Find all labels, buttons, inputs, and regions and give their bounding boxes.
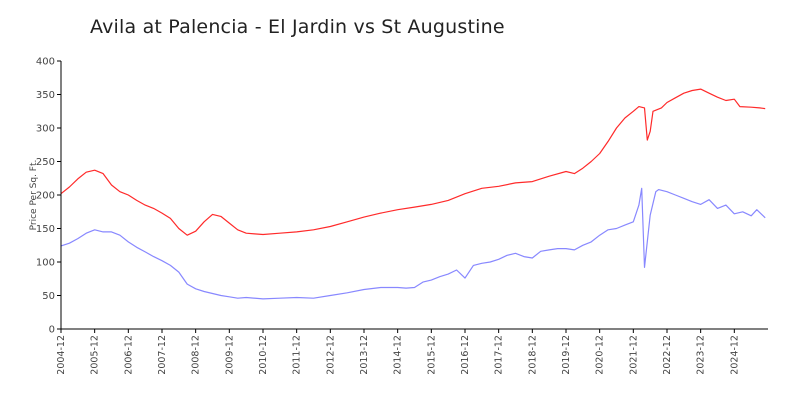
y-axis-label: Price Per Sq. Ft.: [29, 160, 39, 231]
y-tick-label: 250: [36, 157, 55, 168]
y-tick-label: 150: [36, 224, 55, 235]
y-tick-label: 400: [36, 57, 55, 68]
y-tick-label: 200: [36, 191, 55, 202]
x-tick-label: 2023-12: [696, 335, 707, 375]
y-tick-label: 100: [36, 258, 55, 269]
x-tick-label: 2004-12: [56, 335, 67, 375]
x-tick-label: 2021-12: [628, 335, 639, 375]
y-tick-label: 50: [42, 291, 55, 302]
x-tick-label: 2015-12: [426, 335, 437, 375]
series-line-1: [60, 88, 766, 236]
x-tick-label: 2019-12: [561, 335, 572, 375]
x-tick-label: 2017-12: [494, 335, 505, 375]
y-tick-label: 0: [49, 325, 55, 336]
chart-title: Avila at Palencia - El Jardin vs St Augu…: [90, 16, 505, 38]
x-tick-label: 2008-12: [191, 335, 202, 375]
x-tick-label: 2020-12: [595, 335, 606, 375]
x-tick-label: 2007-12: [157, 335, 168, 375]
x-tick-label: 2013-12: [359, 335, 370, 375]
x-tick-label: 2011-12: [292, 335, 303, 375]
x-tick-label: 2014-12: [393, 335, 404, 375]
x-tick-label: 2022-12: [662, 335, 673, 375]
y-tick-label: 300: [36, 124, 55, 135]
x-tick-label: 2006-12: [123, 335, 134, 375]
x-tick-label: 2012-12: [325, 335, 336, 375]
x-tick-label: 2018-12: [527, 335, 538, 375]
series-line-2: [60, 187, 766, 300]
x-tick-label: 2005-12: [90, 335, 101, 375]
y-tick-label: 350: [36, 90, 55, 101]
x-tick-label: 2009-12: [224, 335, 235, 375]
x-tick-label: 2024-12: [729, 335, 740, 375]
x-tick-label: 2016-12: [460, 335, 471, 375]
x-tick-label: 2010-12: [258, 335, 269, 375]
